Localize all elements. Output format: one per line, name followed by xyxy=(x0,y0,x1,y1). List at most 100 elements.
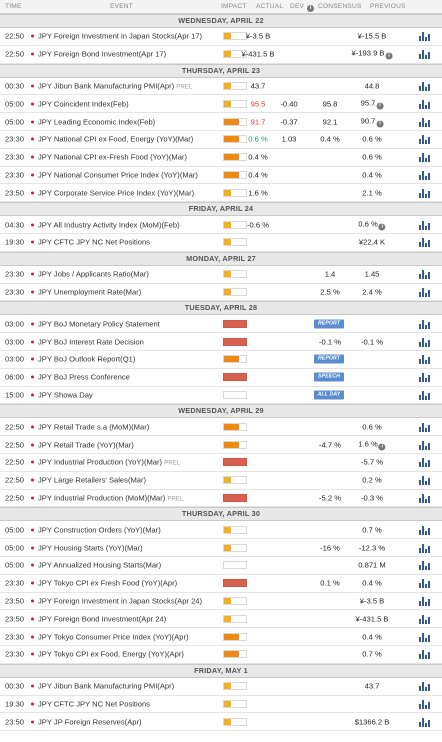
event-row[interactable]: 05:00 JPY Annualized Housing Starts(Mar) 0… xyxy=(0,557,442,575)
col-consensus[interactable]: CONSENSUS xyxy=(318,3,362,10)
event-row[interactable]: 23:50 JPY JP Foreign Reserves(Apr) $1366.2… xyxy=(0,713,442,732)
event-row[interactable]: 03:00 JPY BoJ Outlook Report(Q1) REPORT xyxy=(0,351,442,369)
chart-icon[interactable] xyxy=(419,525,431,535)
chart-icon[interactable] xyxy=(419,440,431,450)
event-row[interactable]: 23:30 JPY National CPI ex-Fresh Food (YoY… xyxy=(0,149,442,167)
event-title-link[interactable]: JPY National CPI ex-Fresh Food (YoY)(Mar… xyxy=(38,153,187,162)
event-row[interactable]: 15:00 JPY Showa Day ALL DAY xyxy=(0,387,442,405)
chart-icon[interactable] xyxy=(419,49,431,60)
chart-icon[interactable] xyxy=(419,170,431,180)
event-title-link[interactable]: JPY Tokyo CPI ex Fresh Food (YoY)(Apr) xyxy=(38,579,177,588)
event-row[interactable]: 04:30 JPY All Industry Activity Index (Mo… xyxy=(0,216,442,234)
event-row[interactable]: 06:00 JPY BoJ Press Conference SPEECH xyxy=(0,369,442,387)
event-row[interactable]: 05:00 JPY Construction Orders (YoY)(Mar) 0… xyxy=(0,521,442,540)
chart-icon[interactable] xyxy=(419,287,431,297)
event-row[interactable]: 23:30 JPY Tokyo CPI ex Food, Energy (YoY)… xyxy=(0,646,442,664)
event-title-link[interactable]: JPY Jobs / Applicants Ratio(Mar) xyxy=(38,270,149,279)
chart-icon[interactable] xyxy=(419,457,431,468)
event-row[interactable]: 22:50 JPY Industrial Production (YoY)(Mar… xyxy=(0,454,442,472)
event-title-link[interactable]: JPY Foreign Investment in Japan Stocks(A… xyxy=(38,596,202,605)
event-row[interactable]: 23:50 JPY Corporate Service Price Index (… xyxy=(0,184,442,203)
event-title-link[interactable]: JPY All Industry Activity Index (MoM)(Fe… xyxy=(38,220,180,229)
chart-icon[interactable] xyxy=(419,578,431,589)
event-row[interactable]: 22:50 JPY Large Retailers' Sales(Mar) 0.2 … xyxy=(0,472,442,490)
col-impact[interactable]: IMPACT xyxy=(221,3,247,10)
event-title-link[interactable]: JPY Retail Trade (YoY)(Mar) xyxy=(38,440,134,449)
event-row[interactable]: 23:50 JPY Foreign Investment in Japan Sto… xyxy=(0,593,442,611)
event-title-link[interactable]: JPY BoJ Monetary Policy Statement xyxy=(38,319,160,328)
col-actual[interactable]: ACTUAL xyxy=(256,3,284,10)
chart-icon[interactable] xyxy=(419,220,431,230)
revised-info-icon[interactable]: i xyxy=(378,223,386,231)
chart-icon[interactable] xyxy=(419,475,431,486)
chart-icon[interactable] xyxy=(419,717,431,727)
event-row[interactable]: 05:00 JPY Leading Economic Index(Feb) 91.7… xyxy=(0,113,442,131)
event-row[interactable]: 19:30 JPY CFTC JPY NC Net Positions xyxy=(0,696,442,714)
event-title-link[interactable]: JPY Foreign Bond Investment(Apr 24) xyxy=(38,614,166,623)
info-icon[interactable]: i xyxy=(307,5,315,12)
event-row[interactable]: 22:50 JPY Foreign Bond Investment(Apr 17)… xyxy=(0,46,442,64)
event-title-link[interactable]: JPY Leading Economic Index(Feb) xyxy=(38,117,155,126)
chart-icon[interactable] xyxy=(419,699,431,709)
chart-icon[interactable] xyxy=(419,319,431,329)
event-title-link[interactable]: JPY Retail Trade s.a (MoM)(Mar) xyxy=(38,422,149,431)
event-row[interactable]: 22:50 JPY Foreign Investment in Japan Sto… xyxy=(0,28,442,46)
event-title-link[interactable]: JPY Housing Starts (YoY)(Mar) xyxy=(38,543,143,552)
chart-icon[interactable] xyxy=(419,596,431,606)
event-row[interactable]: 03:00 JPY BoJ Monetary Policy Statement RE… xyxy=(0,315,442,334)
event-row[interactable]: 00:30 JPY Jibun Bank Manufacturing PMI(Ap… xyxy=(0,678,442,696)
event-row[interactable]: 23:50 JPY Foreign Bond Investment(Apr 24)… xyxy=(0,610,442,629)
event-title-link[interactable]: JPY National CPI ex Food, Energy (YoY)(M… xyxy=(38,135,193,144)
chart-icon[interactable] xyxy=(419,372,431,383)
chart-icon[interactable] xyxy=(419,543,431,553)
chart-icon[interactable] xyxy=(419,354,431,365)
chart-icon[interactable] xyxy=(419,31,431,42)
event-title-link[interactable]: JPY Unemployment Rate(Mar) xyxy=(38,287,141,296)
event-title-link[interactable]: JPY CFTC JPY NC Net Positions xyxy=(38,699,150,708)
chart-icon[interactable] xyxy=(419,81,431,91)
event-title-link[interactable]: JPY Showa Day xyxy=(38,390,93,399)
event-row[interactable]: 00:30 JPY Jibun Bank Manufacturing PMI(Ap… xyxy=(0,78,442,96)
chart-icon[interactable] xyxy=(419,117,431,127)
event-title-link[interactable]: JPY BoJ Press Conference xyxy=(38,373,130,382)
event-title-link[interactable]: JPY Corporate Service Price Index (YoY)(… xyxy=(38,188,194,197)
col-previous[interactable]: PREVIOUS xyxy=(370,3,406,10)
chart-icon[interactable] xyxy=(419,390,431,400)
event-title-link[interactable]: JPY JP Foreign Reserves(Apr) xyxy=(38,717,142,726)
chart-icon[interactable] xyxy=(419,152,431,163)
chart-icon[interactable] xyxy=(419,560,431,571)
chart-icon[interactable] xyxy=(419,632,431,642)
event-row[interactable]: 23:30 JPY National Consumer Price Index (… xyxy=(0,167,442,185)
chart-icon[interactable] xyxy=(419,237,431,248)
event-title-link[interactable]: JPY BoJ Outlook Report(Q1) xyxy=(38,355,135,364)
event-title-link[interactable]: JPY Foreign Bond Investment(Apr 17) xyxy=(38,50,166,59)
chart-icon[interactable] xyxy=(419,422,431,432)
event-row[interactable]: 23:30 JPY Jobs / Applicants Ratio(Mar) 1.4… xyxy=(0,266,442,284)
chart-icon[interactable] xyxy=(419,681,431,692)
revised-info-icon[interactable]: i xyxy=(376,102,384,110)
event-title-link[interactable]: JPY Tokyo Consumer Price Index (YoY)(Apr… xyxy=(38,632,189,641)
event-title-link[interactable]: JPY BoJ Interest Rate Decision xyxy=(38,337,144,346)
event-row[interactable]: 23:30 JPY Tokyo CPI ex Fresh Food (YoY)(A… xyxy=(0,575,442,593)
event-row[interactable]: 23:30 JPY Tokyo Consumer Price Index (YoY… xyxy=(0,628,442,646)
event-row[interactable]: 22:50 JPY Retail Trade s.a (MoM)(Mar) 0.6 … xyxy=(0,418,442,437)
col-time[interactable]: TIME xyxy=(5,3,22,10)
chart-icon[interactable] xyxy=(419,337,431,347)
event-row[interactable]: 22:50 JPY Retail Trade (YoY)(Mar) -4.7 % 1.… xyxy=(0,436,442,454)
chart-icon[interactable] xyxy=(419,493,431,503)
event-title-link[interactable]: JPY Tokyo CPI ex Food, Energy (YoY)(Apr) xyxy=(38,650,184,659)
event-title-link[interactable]: JPY Foreign Investment in Japan Stocks(A… xyxy=(38,32,202,41)
chart-icon[interactable] xyxy=(419,188,431,198)
event-row[interactable]: 05:00 JPY Coincident Index(Feb) 95.5 -0.40 9… xyxy=(0,95,442,114)
event-title-link[interactable]: JPY Jibun Bank Manufacturing PMI(Apr) xyxy=(38,682,174,691)
revised-info-icon[interactable]: i xyxy=(385,52,393,60)
event-title-link[interactable]: JPY Large Retailers' Sales(Mar) xyxy=(38,476,146,485)
event-row[interactable]: 22:50 JPY Industrial Production (MoM)(Mar… xyxy=(0,490,442,508)
event-title-link[interactable]: JPY Annualized Housing Starts(Mar) xyxy=(38,561,161,570)
chart-icon[interactable] xyxy=(419,134,431,145)
event-row[interactable]: 19:30 JPY CFTC JPY NC Net Positions ¥22.4 … xyxy=(0,234,442,252)
chart-icon[interactable] xyxy=(419,269,431,280)
col-dev[interactable]: DEV i xyxy=(290,3,315,12)
event-title-link[interactable]: JPY Industrial Production (MoM)(Mar) PREL xyxy=(38,493,183,502)
chart-icon[interactable] xyxy=(419,614,431,624)
